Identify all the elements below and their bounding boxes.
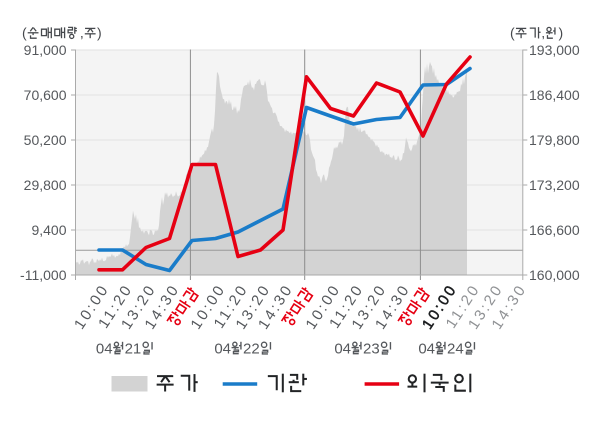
svg-text:(: (: [510, 25, 515, 41]
svg-text:9,400: 9,400: [31, 222, 66, 238]
svg-text:,: ,: [80, 25, 84, 41]
svg-text:173,200: 173,200: [529, 177, 580, 193]
svg-text:160,000: 160,000: [529, 267, 580, 283]
svg-text:166,600: 166,600: [529, 222, 580, 238]
svg-text:04: 04: [418, 341, 435, 358]
svg-text:24: 24: [447, 341, 464, 358]
svg-text:04: 04: [96, 341, 113, 358]
svg-text:193,000: 193,000: [529, 42, 580, 58]
svg-text:21: 21: [125, 341, 142, 358]
svg-text:29,800: 29,800: [24, 177, 67, 193]
svg-text:,: ,: [541, 25, 545, 41]
svg-text:186,400: 186,400: [529, 87, 580, 103]
svg-text:04: 04: [334, 341, 351, 358]
svg-text:70,600: 70,600: [24, 87, 67, 103]
svg-text:179,800: 179,800: [529, 132, 580, 148]
svg-text:91,000: 91,000: [24, 42, 67, 58]
svg-text:50,200: 50,200: [24, 132, 67, 148]
svg-text:04: 04: [214, 341, 231, 358]
svg-text:): ): [97, 25, 102, 41]
svg-text:22: 22: [243, 341, 260, 358]
svg-text:): ): [558, 25, 563, 41]
svg-text:(: (: [22, 25, 27, 41]
svg-text:-11,000: -11,000: [20, 267, 67, 283]
svg-text:23: 23: [363, 341, 380, 358]
